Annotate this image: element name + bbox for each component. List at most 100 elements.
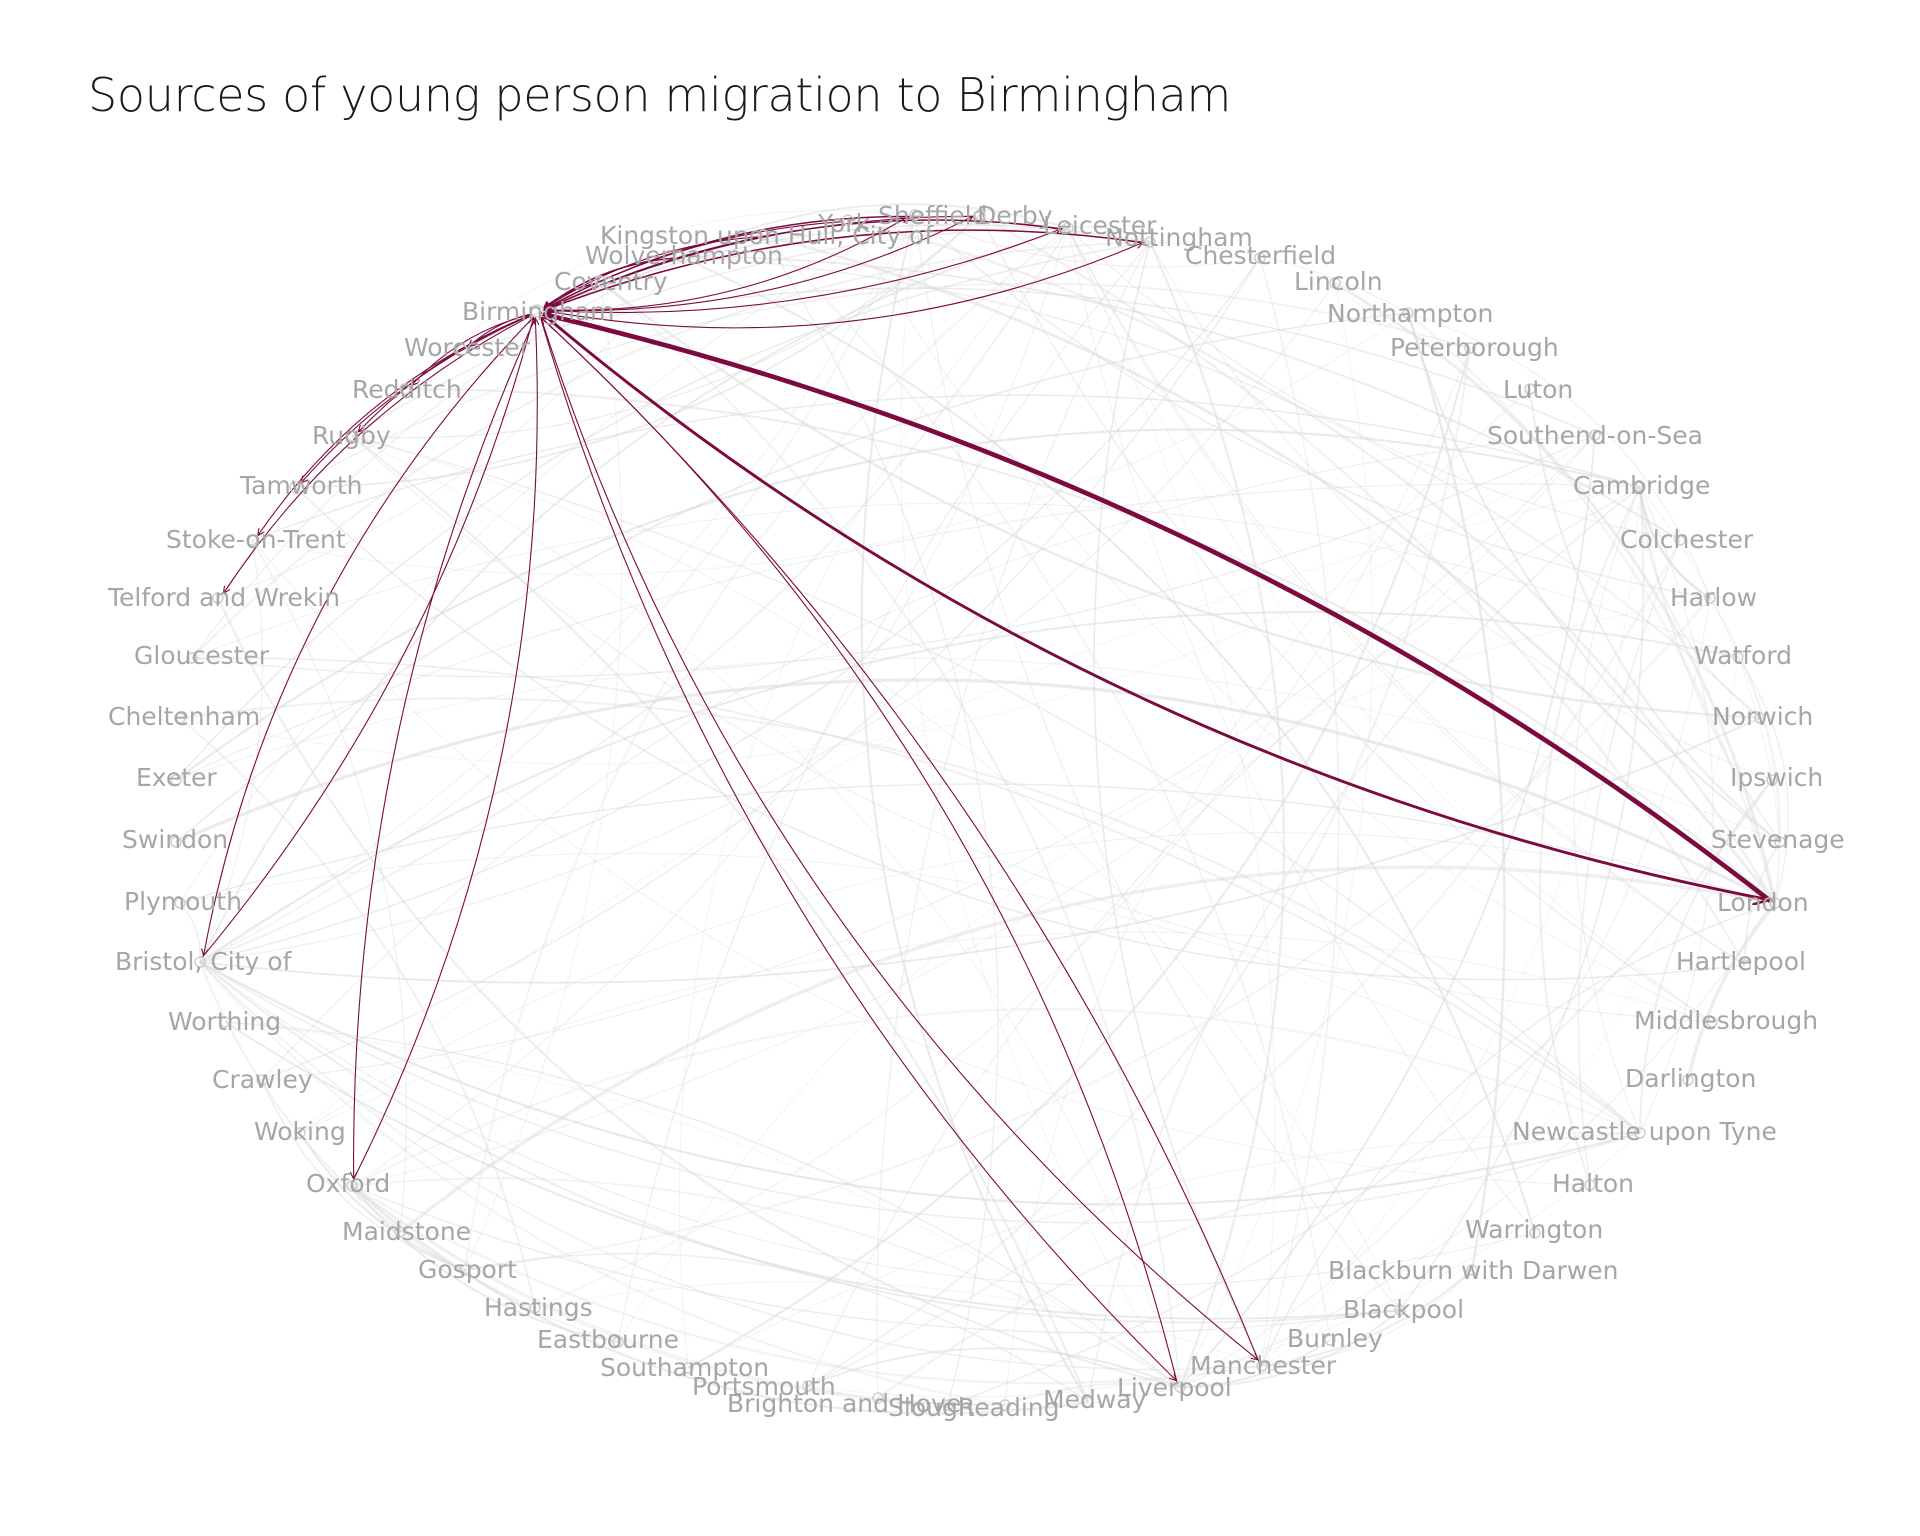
node-southend[interactable]: Southend-on-Sea xyxy=(1487,421,1703,450)
node-leicester[interactable]: Leicester xyxy=(1043,211,1157,240)
node-marker xyxy=(1739,959,1751,971)
node-middlesbrough[interactable]: Middlesbrough xyxy=(1634,1006,1818,1035)
node-marker xyxy=(1634,481,1646,493)
node-worcester[interactable]: Worcester xyxy=(404,333,531,362)
node-cambridge[interactable]: Cambridge xyxy=(1573,471,1710,500)
node-nottingham[interactable]: Nottingham xyxy=(1105,223,1253,252)
node-stevenage[interactable]: Stevenage xyxy=(1711,825,1845,854)
node-hull[interactable]: Kingston upon Hull, City of xyxy=(600,221,934,250)
background-edge xyxy=(762,233,1777,904)
background-edge xyxy=(351,434,1596,1187)
node-label: Southampton xyxy=(600,1353,769,1382)
node-reading[interactable]: Reading xyxy=(958,1393,1059,1422)
node-blackburn[interactable]: Blackburn with Darwen xyxy=(1328,1256,1619,1285)
background-edge xyxy=(1067,227,1746,966)
background-edge xyxy=(1709,597,1781,904)
node-label: York xyxy=(817,209,871,238)
node-warrington[interactable]: Warrington xyxy=(1465,1215,1603,1244)
edge-birmingham-to-redditch xyxy=(412,313,533,385)
node-harlow[interactable]: Harlow xyxy=(1670,583,1757,612)
background-edge xyxy=(351,214,981,439)
node-label: Darlington xyxy=(1625,1064,1756,1093)
node-portsmouth[interactable]: Portsmouth xyxy=(692,1372,836,1401)
node-marker xyxy=(942,1399,954,1411)
node-gloucester[interactable]: Gloucester xyxy=(134,641,270,670)
node-hartlepool[interactable]: Hartlepool xyxy=(1676,947,1806,976)
node-norwich[interactable]: Norwich xyxy=(1712,702,1813,731)
background-edge xyxy=(199,961,1401,1324)
node-cheltenham[interactable]: Cheltenham xyxy=(108,702,260,731)
background-edge xyxy=(1639,486,1781,843)
node-manchester[interactable]: Manchester xyxy=(1190,1351,1337,1380)
node-maidstone[interactable]: Maidstone xyxy=(342,1217,471,1246)
node-woking[interactable]: Woking xyxy=(254,1117,346,1146)
node-worthing[interactable]: Worthing xyxy=(168,1007,281,1036)
node-gosport[interactable]: Gosport xyxy=(418,1255,517,1284)
node-eastbourne[interactable]: Eastbourne xyxy=(537,1325,679,1354)
background-edge xyxy=(351,1185,1006,1407)
node-lincoln[interactable]: Lincoln xyxy=(1294,267,1383,296)
node-luton[interactable]: Luton xyxy=(1503,375,1573,404)
node-newcastle[interactable]: Newcastle upon Tyne xyxy=(1512,1117,1777,1146)
node-birmingham[interactable]: Birmingham xyxy=(462,297,614,326)
node-oxford[interactable]: Oxford xyxy=(306,1169,390,1198)
background-edge xyxy=(294,486,1746,981)
node-peterborough[interactable]: Peterborough xyxy=(1390,333,1559,362)
node-label: Manchester xyxy=(1190,1351,1337,1380)
node-marker xyxy=(1766,774,1778,786)
node-rugby[interactable]: Rugby xyxy=(312,421,391,450)
node-sheffield[interactable]: Sheffield xyxy=(878,201,987,230)
node-marker xyxy=(212,592,224,604)
node-watford[interactable]: Watford xyxy=(1694,641,1792,670)
background-edge xyxy=(224,1021,1181,1388)
node-label: Cambridge xyxy=(1573,471,1710,500)
node-brighton[interactable]: Brighton and Hove xyxy=(727,1389,961,1418)
node-stoke[interactable]: Stoke-on-Trent xyxy=(166,525,346,554)
background-edge xyxy=(199,214,916,963)
background-edge xyxy=(678,227,1069,1369)
node-southampton[interactable]: Southampton xyxy=(600,1353,769,1382)
node-chesterfield[interactable]: Chesterfield xyxy=(1185,241,1336,270)
node-coventry[interactable]: Coventry xyxy=(554,267,668,296)
edge-birmingham-to-nottingham xyxy=(542,243,1142,329)
node-burnley[interactable]: Burnley xyxy=(1287,1324,1383,1353)
node-exeter[interactable]: Exeter xyxy=(136,763,217,792)
node-colchester[interactable]: Colchester xyxy=(1620,525,1754,554)
node-telford[interactable]: Telford and Wrekin xyxy=(107,583,340,612)
node-swindon[interactable]: Swindon xyxy=(122,825,228,854)
node-london[interactable]: London xyxy=(1717,888,1809,917)
node-darlington[interactable]: Darlington xyxy=(1625,1064,1756,1093)
node-hastings[interactable]: Hastings xyxy=(484,1293,593,1322)
node-medway[interactable]: Medway xyxy=(1043,1385,1147,1414)
background-edge xyxy=(1261,902,1776,1367)
node-crawley[interactable]: Crawley xyxy=(212,1065,313,1094)
background-edge xyxy=(1686,901,1777,1081)
background-edge xyxy=(1179,1339,1331,1388)
background-edge xyxy=(807,1347,1181,1388)
node-redditch[interactable]: Redditch xyxy=(352,375,462,404)
background-edge xyxy=(1067,227,1276,1367)
node-blackpool[interactable]: Blackpool xyxy=(1343,1295,1464,1324)
node-derby[interactable]: Derby xyxy=(974,201,1053,230)
node-ipswich[interactable]: Ipswich xyxy=(1730,763,1823,792)
node-marker xyxy=(1584,1179,1596,1191)
node-marker xyxy=(974,209,986,221)
node-label: Luton xyxy=(1503,375,1573,404)
node-label: Crawley xyxy=(212,1065,313,1094)
node-northampton[interactable]: Northampton xyxy=(1327,299,1493,328)
node-plymouth[interactable]: Plymouth xyxy=(124,887,242,916)
background-edge xyxy=(351,1177,1181,1388)
node-slough[interactable]: Slough xyxy=(888,1393,974,1422)
node-halton[interactable]: Halton xyxy=(1552,1169,1634,1198)
background-edge xyxy=(1149,241,1773,781)
node-bristol[interactable]: Bristol, City of xyxy=(115,947,293,976)
node-label: Birmingham xyxy=(462,297,614,326)
node-marker xyxy=(1324,1334,1336,1346)
node-york[interactable]: York xyxy=(817,209,871,238)
node-tamworth[interactable]: Tamworth xyxy=(239,471,362,500)
background-edge xyxy=(351,1008,1641,1187)
background-edge xyxy=(261,257,1261,1081)
node-wolverhampton[interactable]: Wolverhampton xyxy=(585,241,783,270)
node-liverpool[interactable]: Liverpool xyxy=(1117,1373,1232,1402)
background-edge xyxy=(679,255,1536,1234)
